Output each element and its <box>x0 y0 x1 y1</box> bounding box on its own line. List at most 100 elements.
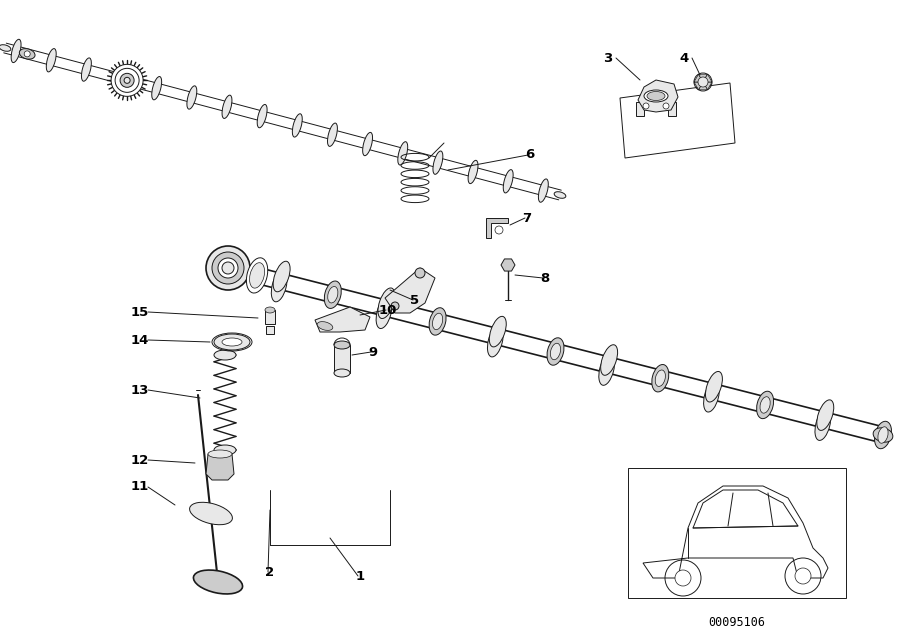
Ellipse shape <box>378 288 395 319</box>
Ellipse shape <box>223 259 233 276</box>
Ellipse shape <box>214 350 236 360</box>
Ellipse shape <box>20 48 35 59</box>
Ellipse shape <box>11 39 21 62</box>
Ellipse shape <box>488 326 503 357</box>
Circle shape <box>111 64 143 96</box>
Ellipse shape <box>317 322 333 330</box>
Ellipse shape <box>376 297 392 329</box>
Text: 15: 15 <box>130 305 149 319</box>
Ellipse shape <box>706 371 723 402</box>
Polygon shape <box>486 218 508 238</box>
Ellipse shape <box>757 391 774 418</box>
Ellipse shape <box>257 104 267 128</box>
Ellipse shape <box>468 160 478 184</box>
Ellipse shape <box>598 354 615 385</box>
Text: 2: 2 <box>266 565 274 579</box>
Ellipse shape <box>222 338 242 346</box>
Ellipse shape <box>875 421 892 449</box>
Bar <box>636 102 644 116</box>
Polygon shape <box>698 74 707 82</box>
Polygon shape <box>698 82 707 90</box>
Ellipse shape <box>760 397 770 413</box>
Ellipse shape <box>292 114 302 137</box>
Ellipse shape <box>194 570 243 594</box>
Circle shape <box>391 302 399 310</box>
Polygon shape <box>694 74 703 82</box>
Ellipse shape <box>0 45 11 52</box>
Ellipse shape <box>265 307 275 313</box>
Ellipse shape <box>334 369 350 377</box>
Ellipse shape <box>652 364 669 392</box>
Circle shape <box>124 78 130 83</box>
Bar <box>334 345 350 373</box>
Ellipse shape <box>190 502 232 525</box>
Ellipse shape <box>46 48 56 72</box>
Ellipse shape <box>187 86 197 109</box>
Ellipse shape <box>328 123 338 146</box>
Ellipse shape <box>247 258 267 293</box>
Polygon shape <box>315 307 370 332</box>
Ellipse shape <box>551 343 561 360</box>
Polygon shape <box>638 80 678 112</box>
Ellipse shape <box>600 345 617 375</box>
Polygon shape <box>501 259 515 271</box>
Polygon shape <box>694 82 703 90</box>
Ellipse shape <box>334 341 350 349</box>
Circle shape <box>495 226 503 234</box>
Text: 9: 9 <box>368 345 378 359</box>
Circle shape <box>206 246 250 290</box>
Ellipse shape <box>220 254 237 282</box>
Text: 10: 10 <box>379 303 397 317</box>
Circle shape <box>24 51 31 57</box>
Ellipse shape <box>214 445 236 455</box>
Text: 5: 5 <box>410 293 419 307</box>
Circle shape <box>675 570 691 586</box>
Ellipse shape <box>271 270 287 302</box>
Ellipse shape <box>214 334 250 350</box>
Ellipse shape <box>274 261 290 292</box>
Polygon shape <box>703 82 712 90</box>
Ellipse shape <box>249 263 265 288</box>
Text: 00095106: 00095106 <box>708 616 766 629</box>
Bar <box>266 326 274 334</box>
Ellipse shape <box>538 179 548 202</box>
Ellipse shape <box>704 381 719 412</box>
Ellipse shape <box>208 450 232 458</box>
Circle shape <box>415 268 425 278</box>
Text: 7: 7 <box>522 212 532 225</box>
Ellipse shape <box>644 90 668 102</box>
Ellipse shape <box>873 428 893 442</box>
Ellipse shape <box>655 370 665 387</box>
Ellipse shape <box>429 308 446 335</box>
Ellipse shape <box>433 313 443 329</box>
Circle shape <box>222 262 234 274</box>
Circle shape <box>795 568 811 584</box>
Ellipse shape <box>547 338 564 365</box>
Ellipse shape <box>815 409 831 440</box>
Ellipse shape <box>554 191 566 198</box>
Circle shape <box>663 103 669 109</box>
Circle shape <box>212 252 244 284</box>
Polygon shape <box>703 74 712 82</box>
Circle shape <box>643 103 649 109</box>
Text: 14: 14 <box>130 333 149 347</box>
Text: 1: 1 <box>356 569 364 583</box>
Bar <box>265 310 275 324</box>
Ellipse shape <box>433 151 443 174</box>
Ellipse shape <box>398 142 408 165</box>
Ellipse shape <box>503 170 513 193</box>
Ellipse shape <box>363 132 373 156</box>
Ellipse shape <box>152 76 162 100</box>
Bar <box>668 102 676 116</box>
Ellipse shape <box>817 400 833 431</box>
Circle shape <box>218 258 238 278</box>
Polygon shape <box>385 268 435 313</box>
Ellipse shape <box>647 92 665 100</box>
Text: 4: 4 <box>680 52 688 64</box>
Ellipse shape <box>490 316 506 347</box>
Ellipse shape <box>324 281 341 308</box>
Ellipse shape <box>222 95 232 118</box>
Ellipse shape <box>328 286 338 303</box>
Text: 11: 11 <box>130 481 149 494</box>
Circle shape <box>698 77 708 87</box>
